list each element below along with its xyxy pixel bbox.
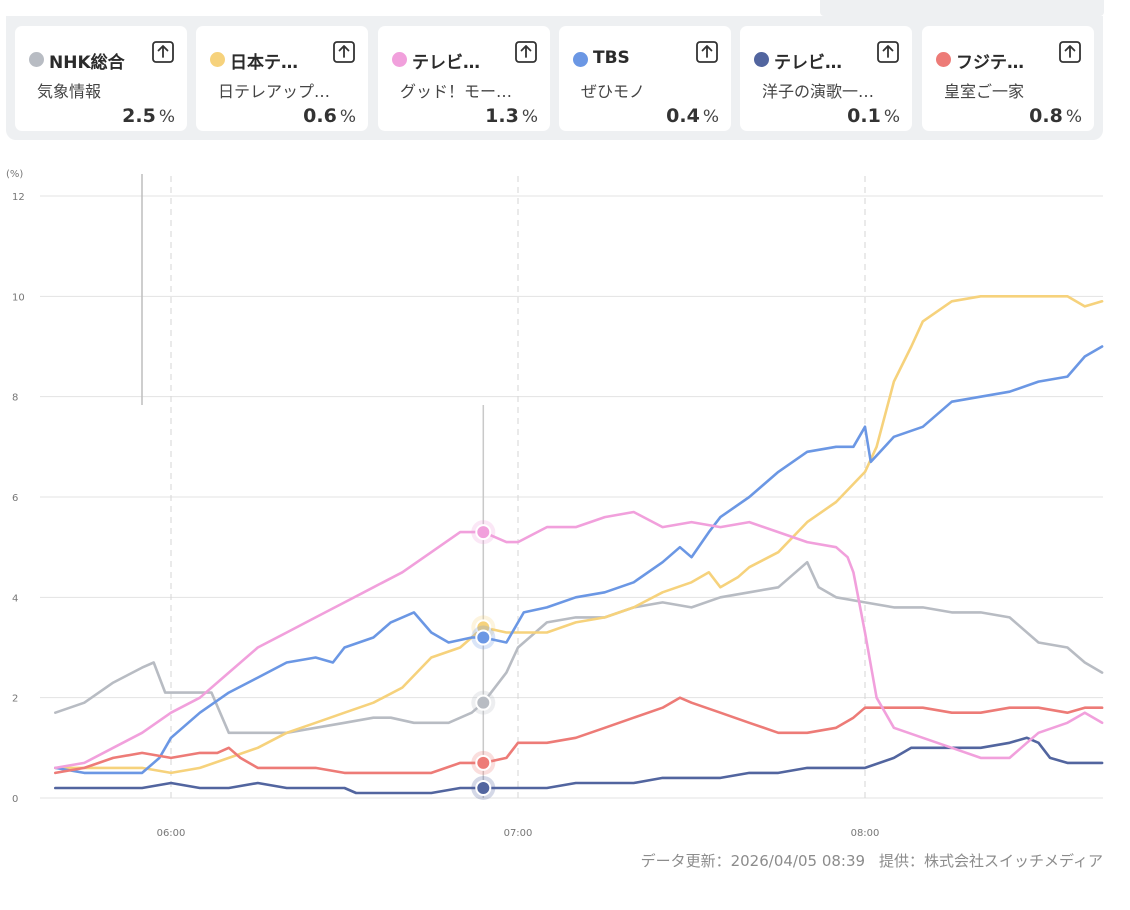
channel-card-strip: NHK総合 気象情報 2.5% 日本テ… 日テレアップ… 0.6% テレビ… グ… (6, 16, 1103, 140)
channel-color-dot (210, 52, 225, 67)
channel-name: フジテ… (956, 53, 1024, 73)
y-tick-label: 6 (12, 493, 18, 504)
rating-value: 0.6% (303, 105, 356, 127)
channel-card[interactable]: テレビ… グッド！モー… 1.3% (378, 26, 550, 131)
rating-value: 1.3% (485, 105, 538, 127)
series-line (54, 696, 1104, 775)
cursor-marker (475, 779, 492, 796)
share-icon[interactable] (514, 40, 538, 64)
y-tick-label: 4 (12, 593, 18, 604)
series-line (54, 295, 1104, 775)
cursor-marker (475, 629, 492, 646)
channel-name: 日本テ… (230, 53, 298, 73)
y-tick-label: 8 (12, 393, 18, 404)
share-icon[interactable] (876, 40, 900, 64)
series-line (54, 736, 1104, 795)
rating-value: 0.1% (847, 105, 900, 127)
program-name: グッド！モー… (400, 82, 513, 101)
channel-name: TBS (593, 48, 630, 68)
y-tick-label: 0 (12, 794, 18, 805)
program-name: ぜひモノ (581, 82, 646, 101)
y-tick-label: 10 (12, 292, 25, 303)
data-updated-text: データ更新：2026/04/05 08:39 (640, 852, 866, 870)
channel-card[interactable]: 日本テ… 日テレアップ… 0.6% (196, 26, 368, 131)
rating-value: 0.4% (666, 105, 719, 127)
channel-card[interactable]: テレビ… 洋子の演歌一… 0.1% (740, 26, 912, 131)
rating-value: 0.8% (1029, 105, 1082, 127)
channel-name: テレビ… (774, 53, 842, 73)
y-tick-label: 12 (12, 192, 25, 203)
channel-color-dot (573, 52, 588, 67)
channel-color-dot (936, 52, 951, 67)
channel-card[interactable]: フジテ… 皇室ご一家 0.8% (922, 26, 1094, 131)
channel-color-dot (29, 52, 44, 67)
provider-text: 提供：株式会社スイッチメディア (879, 852, 1103, 870)
share-icon[interactable] (332, 40, 356, 64)
share-icon[interactable] (695, 40, 719, 64)
series-line (54, 345, 1104, 775)
share-icon[interactable] (1058, 40, 1082, 64)
rating-line-chart[interactable]: (%) 0 2 4 6 8 10 12 06:00 07:00 08:00 (0, 160, 1130, 850)
cursor-marker (475, 694, 492, 711)
series-line (54, 560, 1104, 735)
program-name: 気象情報 (37, 82, 102, 101)
cursor-marker (475, 524, 492, 541)
y-tick-label: 2 (12, 694, 18, 705)
program-name: 皇室ご一家 (944, 82, 1025, 101)
footer: データ更新：2026/04/05 08:39 提供：株式会社スイッチメディア (641, 850, 1103, 871)
x-tick-label: 08:00 (851, 828, 880, 839)
channel-name: NHK総合 (49, 53, 125, 73)
channel-card[interactable]: TBS ぜひモノ 0.4% (559, 26, 731, 131)
x-tick-label: 07:00 (504, 828, 533, 839)
channel-color-dot (392, 52, 407, 67)
series-line (54, 510, 1104, 770)
channel-color-dot (754, 52, 769, 67)
y-unit-label: (%) (6, 169, 23, 180)
x-tick-label: 06:00 (157, 828, 186, 839)
cursor-marker (475, 754, 492, 771)
top-tab (820, 0, 1104, 16)
channel-name: テレビ… (412, 53, 480, 73)
channel-card[interactable]: NHK総合 気象情報 2.5% (15, 26, 187, 131)
program-name: 日テレアップ… (218, 82, 331, 101)
program-name: 洋子の演歌一… (762, 82, 875, 101)
rating-value: 2.5% (122, 105, 175, 127)
share-icon[interactable] (151, 40, 175, 64)
